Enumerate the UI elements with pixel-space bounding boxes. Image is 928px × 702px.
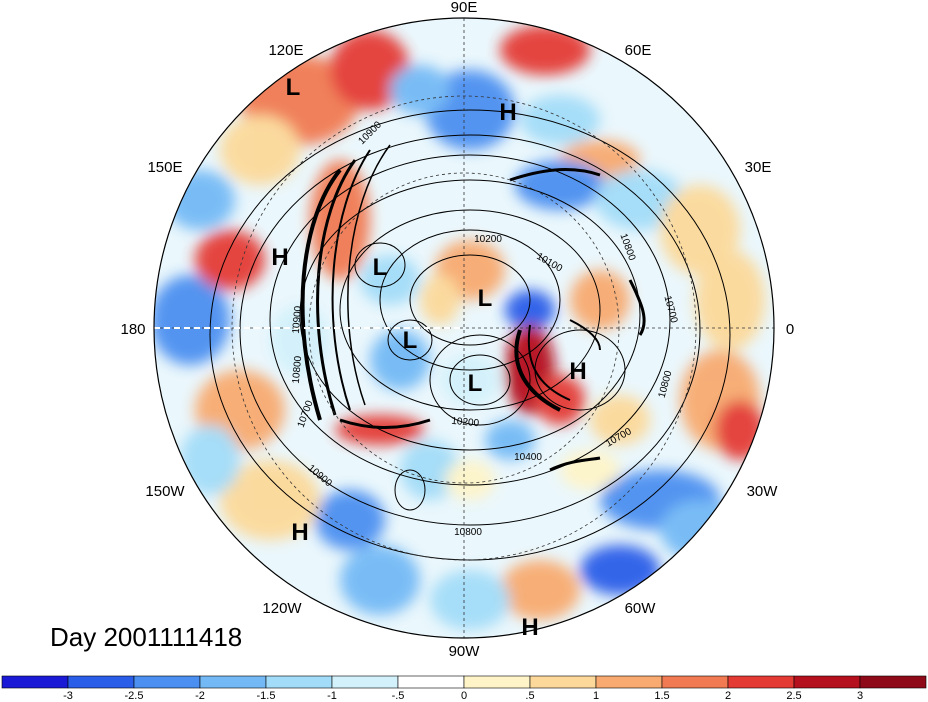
colorbar-tick-label: 2 bbox=[725, 690, 731, 702]
pressure-center-high: H bbox=[271, 244, 288, 271]
colorbar-tick-label: 3 bbox=[857, 690, 863, 702]
colorbar-tick-label: -3 bbox=[63, 690, 73, 702]
colorbar-tick-label: 1 bbox=[593, 690, 599, 702]
colorbar-tick-label: -2.5 bbox=[125, 690, 144, 702]
pressure-center-labels: L H H L L L L H H H bbox=[271, 74, 586, 641]
colorbar-segment bbox=[67, 675, 135, 689]
contour-label: 10200 bbox=[451, 416, 480, 429]
colorbar-tick-label: -1 bbox=[327, 690, 337, 702]
colorbar-tick-labels: -3 -2.5 -2 -1.5 -1 -.5 0 .5 1 1.5 2 2.5 3 bbox=[63, 690, 863, 702]
longitude-label: 120W bbox=[262, 600, 302, 617]
longitude-label: 30W bbox=[747, 483, 779, 500]
colorbar-segment bbox=[199, 675, 267, 689]
pressure-center-high: H bbox=[569, 358, 586, 385]
height-contours bbox=[209, 109, 731, 561]
longitude-label: 60W bbox=[625, 600, 657, 617]
longitude-label: 180 bbox=[120, 321, 145, 338]
longitude-label: 150E bbox=[147, 159, 182, 176]
colorbar-segment bbox=[595, 675, 663, 689]
colorbar bbox=[1, 675, 927, 689]
colorbar-segment bbox=[133, 675, 201, 689]
day-title: Day 2001111418 bbox=[50, 622, 242, 652]
longitude-label: 60E bbox=[625, 42, 652, 59]
pressure-center-low: L bbox=[373, 254, 388, 281]
colorbar-tick-label: -.5 bbox=[392, 690, 405, 702]
colorbar-segment bbox=[331, 675, 399, 689]
longitude-label: 150W bbox=[145, 483, 185, 500]
colorbar-tick-label: 1.5 bbox=[654, 690, 669, 702]
colorbar-segment bbox=[463, 675, 531, 689]
colorbar-segment bbox=[661, 675, 729, 689]
colorbar-segment bbox=[793, 675, 861, 689]
colorbar-tick-label: .5 bbox=[525, 690, 534, 702]
colorbar-segment bbox=[727, 675, 795, 689]
colorbar-segment bbox=[529, 675, 597, 689]
pressure-center-high: H bbox=[499, 99, 516, 126]
longitude-labels: 90E 60E 30E 0 30W 60W 90W 120W 150W 180 150E 120E bbox=[120, 0, 794, 660]
map-boundary bbox=[153, 17, 775, 639]
colorbar-tick-label: -1.5 bbox=[257, 690, 276, 702]
pressure-center-low: L bbox=[286, 74, 301, 101]
colorbar-segment bbox=[1, 675, 69, 689]
colorbar-segment bbox=[265, 675, 333, 689]
longitude-label: 0 bbox=[786, 321, 794, 338]
pressure-center-low: L bbox=[403, 327, 418, 354]
longitude-label: 90W bbox=[449, 643, 481, 660]
pressure-center-high: H bbox=[291, 519, 308, 546]
longitude-label: 30E bbox=[745, 159, 772, 176]
longitude-label: 90E bbox=[451, 0, 478, 16]
contour-label: 10200 bbox=[474, 234, 502, 245]
pressure-center-low: L bbox=[478, 285, 493, 312]
colorbar-segment bbox=[397, 675, 465, 689]
contour-label: 10400 bbox=[514, 452, 542, 463]
longitude-label: 120E bbox=[268, 42, 303, 59]
colorbar-tick-label: -2 bbox=[195, 690, 205, 702]
pressure-center-high: H bbox=[521, 614, 538, 641]
pressure-center-low: L bbox=[468, 370, 483, 397]
contour-label: 10800 bbox=[291, 355, 304, 384]
contour-label: 10800 bbox=[454, 527, 482, 538]
anomaly-shading bbox=[154, 18, 774, 638]
colorbar-segment bbox=[859, 675, 927, 689]
colorbar-tick-label: 0 bbox=[461, 690, 467, 702]
contour-label: 10900 bbox=[291, 305, 304, 334]
colorbar-tick-label: 2.5 bbox=[786, 690, 801, 702]
